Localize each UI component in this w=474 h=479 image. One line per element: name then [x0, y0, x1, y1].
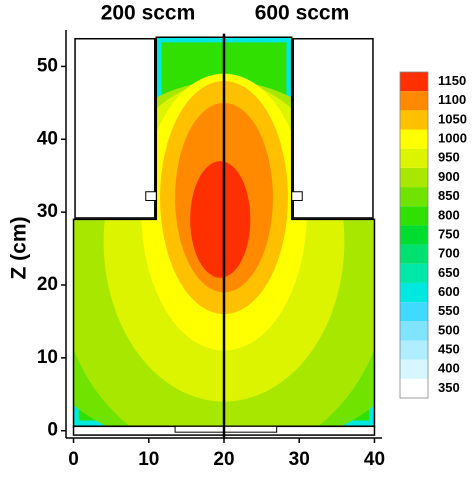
- colorbar-label: 1000: [438, 131, 467, 146]
- colorbar-swatch: [400, 225, 428, 245]
- colorbar-swatch: [400, 187, 428, 207]
- colorbar-label: 1050: [438, 111, 467, 126]
- colorbar-swatch: [400, 321, 428, 341]
- panel-title: 200 sccm: [101, 2, 196, 25]
- colorbar-swatch: [400, 206, 428, 226]
- colorbar-swatch: [400, 91, 428, 111]
- side-chamber: [292, 37, 374, 219]
- side-chamber: [74, 37, 156, 219]
- contour-region: [190, 161, 251, 278]
- inlet-notch: [291, 191, 303, 201]
- colorbar-label: 1100: [438, 92, 466, 107]
- colorbar-swatch: [400, 282, 428, 303]
- y-tick-label: 0: [47, 420, 58, 441]
- colorbar-label: 600: [438, 284, 460, 299]
- y-tick-label: 30: [37, 201, 58, 222]
- y-tick-label: 20: [37, 274, 58, 295]
- y-axis-label: Z (cm): [8, 217, 31, 280]
- colorbar-label: 400: [438, 361, 460, 376]
- substrate: [174, 425, 278, 433]
- y-tick-label: 10: [37, 347, 58, 368]
- colorbar-label: 1150: [438, 73, 466, 88]
- panel-title: 600 sccm: [255, 2, 350, 25]
- colorbar-label: 900: [438, 169, 460, 184]
- colorbar-label: 500: [438, 322, 460, 337]
- colorbar-label: 750: [438, 226, 460, 241]
- colorbar-swatch: [400, 244, 428, 264]
- x-tick-label: 20: [213, 449, 234, 470]
- colorbar-swatch: [400, 340, 428, 360]
- colorbar-swatch: [400, 129, 428, 149]
- colorbar-label: 700: [438, 246, 460, 261]
- colorbar-label: 350: [438, 380, 460, 395]
- colorbar-label: 800: [438, 207, 460, 222]
- colorbar-label: 550: [438, 303, 460, 318]
- colorbar-label: 950: [438, 150, 460, 165]
- colorbar-label: 850: [438, 188, 460, 203]
- colorbar-swatch: [400, 148, 428, 168]
- colorbar-swatch: [400, 378, 428, 398]
- x-tick-label: 40: [364, 449, 385, 470]
- colorbar-swatch: [400, 263, 428, 283]
- inlet-notch: [145, 191, 157, 201]
- colorbar-swatch: [400, 302, 428, 322]
- colorbar-swatch: [400, 110, 428, 130]
- x-tick-label: 30: [289, 449, 310, 470]
- y-tick-label: 40: [37, 128, 58, 149]
- x-tick-label: 10: [138, 449, 159, 470]
- y-tick-label: 50: [37, 55, 58, 76]
- colorbar-label: 450: [438, 341, 460, 356]
- x-tick-label: 0: [68, 449, 79, 470]
- colorbar-swatch: [400, 72, 428, 92]
- colorbar-frame: [399, 71, 429, 399]
- colorbar-swatch: [400, 167, 428, 188]
- colorbar-label: 650: [438, 265, 460, 280]
- colorbar-swatch: [400, 359, 428, 379]
- reactor-outline: [72, 36, 376, 428]
